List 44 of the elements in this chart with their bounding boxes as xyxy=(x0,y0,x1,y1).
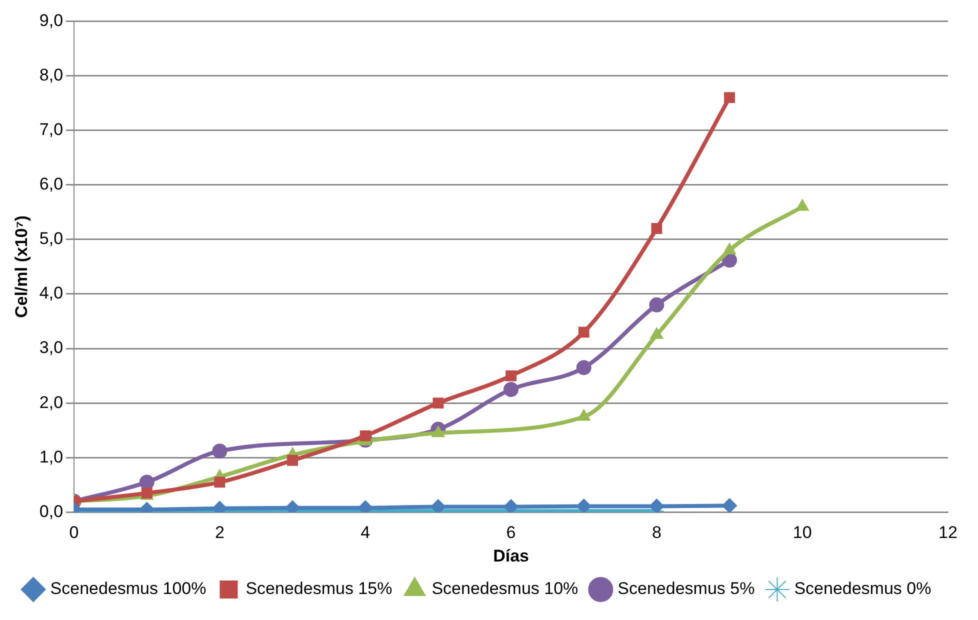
point xyxy=(724,92,735,104)
legend-label: Scenedesmus 15% xyxy=(246,579,392,598)
point xyxy=(139,474,154,490)
y-tick-label: 7,0 xyxy=(39,120,64,139)
point xyxy=(432,426,445,438)
point xyxy=(577,409,590,421)
point xyxy=(649,297,664,312)
point xyxy=(504,499,519,512)
point xyxy=(649,498,664,512)
point xyxy=(576,498,592,512)
x-tick-label: 10 xyxy=(792,523,812,542)
point xyxy=(576,360,592,376)
point xyxy=(722,498,738,512)
point xyxy=(360,430,371,442)
x-tick-label: 6 xyxy=(506,523,516,542)
y-tick-label: 1,0 xyxy=(39,447,64,466)
x-tick-label: 2 xyxy=(214,523,224,542)
y-tick-label: 3,0 xyxy=(39,338,64,358)
point xyxy=(212,444,228,459)
point xyxy=(287,454,298,466)
y-tick-label: 2,0 xyxy=(39,392,64,412)
point xyxy=(651,223,662,234)
x-tick-label: 12 xyxy=(938,523,958,542)
y-tick-label: 0,0 xyxy=(39,502,64,521)
y-tick-label: 8,0 xyxy=(39,65,64,84)
y-tick-label: 4,0 xyxy=(39,284,64,303)
legend-label: Scenedesmus 5% xyxy=(618,579,755,598)
point xyxy=(506,370,516,382)
point xyxy=(430,499,446,512)
legend-label: Scenedesmus 0% xyxy=(794,579,932,598)
x-tick-label: 4 xyxy=(360,523,370,542)
legend-label: Scenedesmus 10% xyxy=(432,579,578,598)
y-tick-label: 9,0 xyxy=(39,10,64,30)
point xyxy=(578,326,590,338)
y-tick-label: 6,0 xyxy=(39,174,64,194)
x-axis-title: Días xyxy=(493,546,529,566)
legend-label: Scenedesmus 100% xyxy=(50,579,206,598)
point xyxy=(214,476,226,488)
x-tick-label: 0 xyxy=(69,523,79,542)
y-axis-title: Cel/ml (x10⁷) xyxy=(12,215,31,318)
point xyxy=(504,382,519,397)
x-tick-label: 8 xyxy=(652,523,662,542)
y-tick-label: 5,0 xyxy=(39,229,64,248)
point xyxy=(432,398,444,409)
